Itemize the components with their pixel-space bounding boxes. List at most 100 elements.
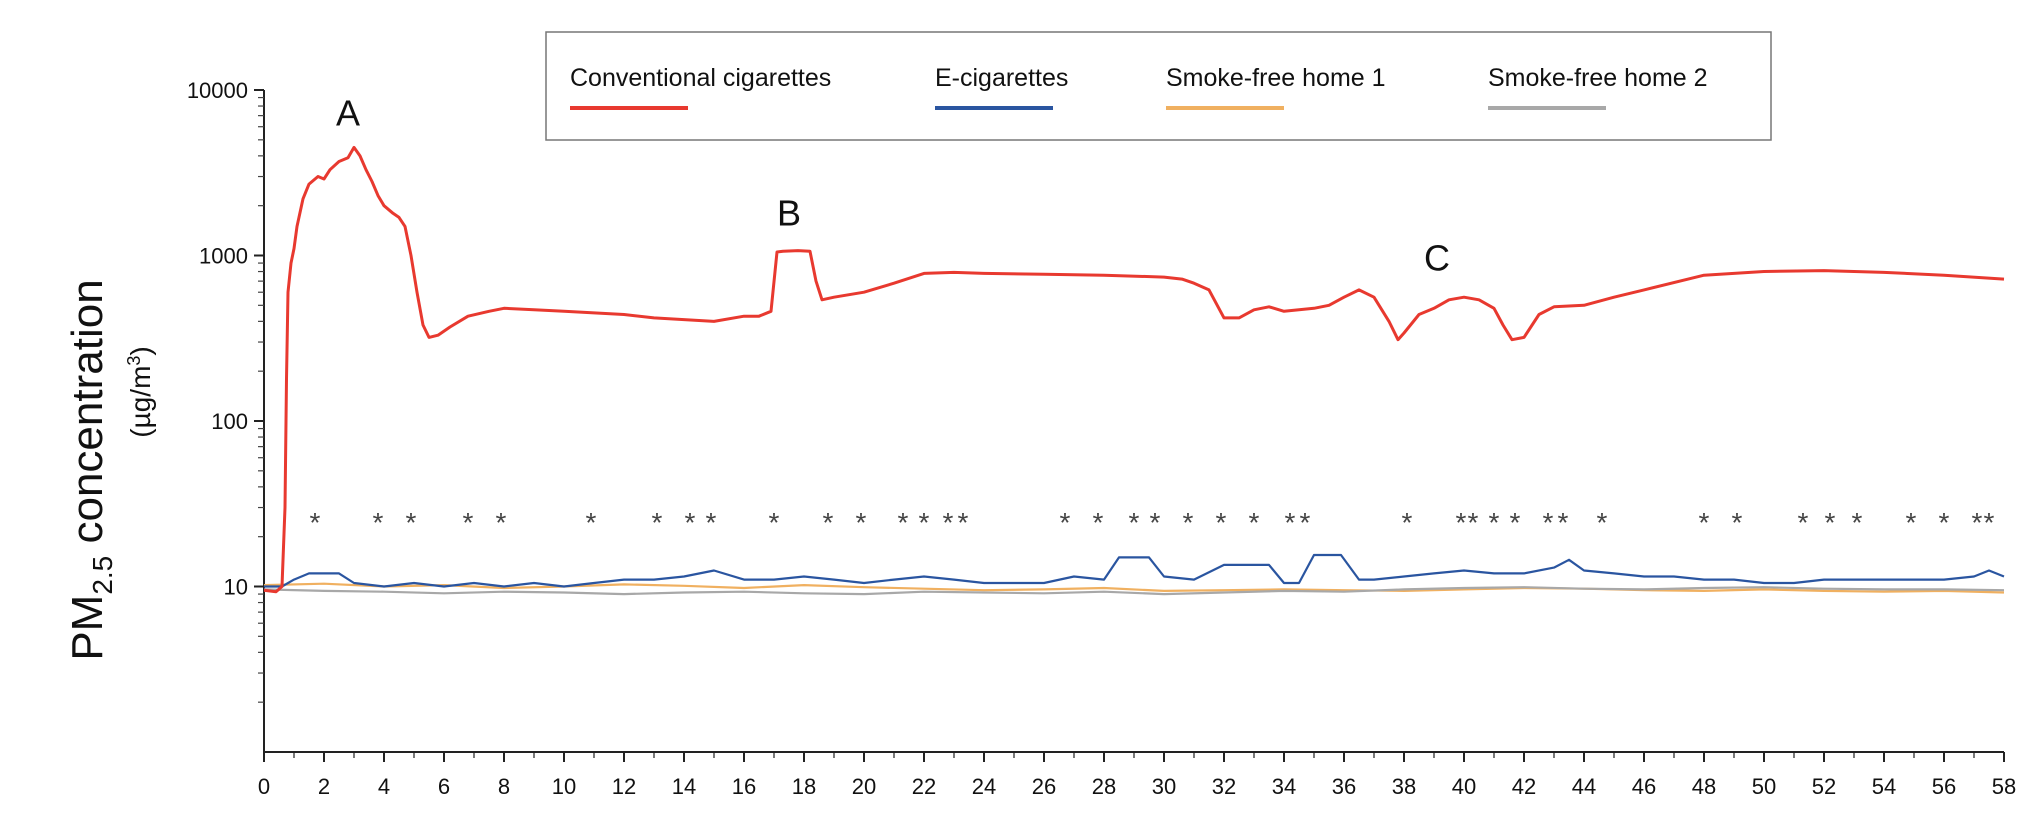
star-marker: * — [1150, 507, 1161, 538]
star-marker: * — [1183, 507, 1194, 538]
x-tick-label: 44 — [1572, 774, 1596, 799]
legend-label: Smoke-free home 1 — [1166, 64, 1386, 92]
star-marker: * — [463, 507, 474, 538]
legend: Conventional cigarettes E-cigarettes Smoke… — [545, 31, 1772, 141]
x-tick-label: 46 — [1632, 774, 1656, 799]
star-marker: * — [1300, 507, 1311, 538]
star-marker: * — [1972, 507, 1983, 538]
y-axis-label-subscript: 2.5 — [87, 556, 118, 595]
y-tick-label: 100 — [211, 409, 248, 434]
stars-layer: * * * * * * * * * * * * * * * * * * * * * * * * * * * * * * * * * * * * * * * *… — [310, 507, 1995, 538]
x-tick-label: 26 — [1032, 774, 1056, 799]
x-tick-label: 56 — [1932, 774, 1956, 799]
star-marker: * — [856, 507, 867, 538]
star-marker: * — [1402, 507, 1413, 538]
x-tick-label: 2 — [318, 774, 330, 799]
x-tick-label: 30 — [1152, 774, 1176, 799]
legend-label: Conventional cigarettes — [570, 64, 831, 92]
x-tick-label: 10 — [552, 774, 576, 799]
x-tick-label: 12 — [612, 774, 636, 799]
series-line-smoke-free-home-1 — [263, 582, 2005, 594]
x-tick-label: 20 — [852, 774, 876, 799]
star-marker: * — [919, 507, 930, 538]
legend-label: E-cigarettes — [935, 64, 1068, 92]
x-tick-label: 8 — [498, 774, 510, 799]
star-marker: * — [1468, 507, 1479, 538]
star-marker: * — [1906, 507, 1917, 538]
series-line-conventional-cigarettes — [263, 145, 2005, 594]
x-tick-label: 24 — [972, 774, 996, 799]
star-marker: * — [1732, 507, 1743, 538]
star-marker: * — [373, 507, 384, 538]
y-tick-label: 1000 — [199, 244, 248, 269]
star-marker: * — [769, 507, 780, 538]
x-tick-label: 6 — [438, 774, 450, 799]
star-marker: * — [685, 507, 696, 538]
legend-box — [545, 31, 1772, 141]
star-marker: * — [898, 507, 909, 538]
star-marker: * — [1558, 507, 1569, 538]
star-marker: * — [1456, 507, 1467, 538]
star-marker: * — [1216, 507, 1227, 538]
star-marker: * — [1798, 507, 1809, 538]
star-marker: * — [406, 507, 417, 538]
x-tick-label: 4 — [378, 774, 390, 799]
annotation-a: A — [336, 93, 360, 134]
y-axis-unit-suffix: ) — [125, 346, 156, 355]
x-tick-label: 48 — [1692, 774, 1716, 799]
star-marker: * — [1543, 507, 1554, 538]
x-tick-label: 40 — [1452, 774, 1476, 799]
series-line-e-cigarettes — [264, 553, 2005, 588]
y-tick-label: 10 — [224, 575, 248, 600]
x-tick-label: 36 — [1332, 774, 1356, 799]
series-layer — [263, 145, 2005, 596]
x-tick-label: 0 — [258, 774, 270, 799]
y-axis-label: PM2.5 concentration — [63, 279, 118, 660]
y-axis-unit-prefix: (µg/m — [125, 366, 156, 438]
x-tick-label: 58 — [1992, 774, 2016, 799]
x-tick-label: 52 — [1812, 774, 1836, 799]
x-tick-label: 42 — [1512, 774, 1536, 799]
series-line-smoke-free-home-2 — [263, 586, 2005, 596]
star-marker: * — [1852, 507, 1863, 538]
x-tick-label: 22 — [912, 774, 936, 799]
legend-label: Smoke-free home 2 — [1488, 64, 1708, 92]
star-marker: * — [1699, 507, 1710, 538]
y-axis-label-main: PM — [63, 595, 112, 661]
y-axis-label-rest: concentration — [63, 279, 112, 555]
x-tick-label: 32 — [1212, 774, 1236, 799]
x-tick-label: 50 — [1752, 774, 1776, 799]
y-axis-unit-sup: 3 — [124, 356, 144, 366]
star-marker: * — [943, 507, 954, 538]
x-tick-label: 18 — [792, 774, 816, 799]
y-axis-unit: (µg/m3) — [124, 346, 156, 437]
annotations-layer: A B C — [336, 93, 1450, 279]
x-tick-label: 34 — [1272, 774, 1296, 799]
annotation-b: B — [777, 192, 801, 233]
x-tick-label: 14 — [672, 774, 696, 799]
star-marker: * — [1939, 507, 1950, 538]
star-marker: * — [586, 507, 597, 538]
star-marker: * — [652, 507, 663, 538]
annotation-c: C — [1424, 237, 1450, 278]
x-tick-label: 54 — [1872, 774, 1896, 799]
star-marker: * — [310, 507, 321, 538]
star-marker: * — [1489, 507, 1500, 538]
star-marker: * — [1825, 507, 1836, 538]
star-marker: * — [1597, 507, 1608, 538]
star-marker: * — [1285, 507, 1296, 538]
star-marker: * — [1093, 507, 1104, 538]
star-marker: * — [1984, 507, 1995, 538]
x-tick-label: 28 — [1092, 774, 1116, 799]
star-marker: * — [706, 507, 717, 538]
star-marker: * — [1249, 507, 1260, 538]
star-marker: * — [1510, 507, 1521, 538]
x-tick-label: 16 — [732, 774, 756, 799]
star-marker: * — [823, 507, 834, 538]
star-marker: * — [1060, 507, 1071, 538]
star-marker: * — [496, 507, 507, 538]
star-marker: * — [1129, 507, 1140, 538]
x-tick-label: 38 — [1392, 774, 1416, 799]
